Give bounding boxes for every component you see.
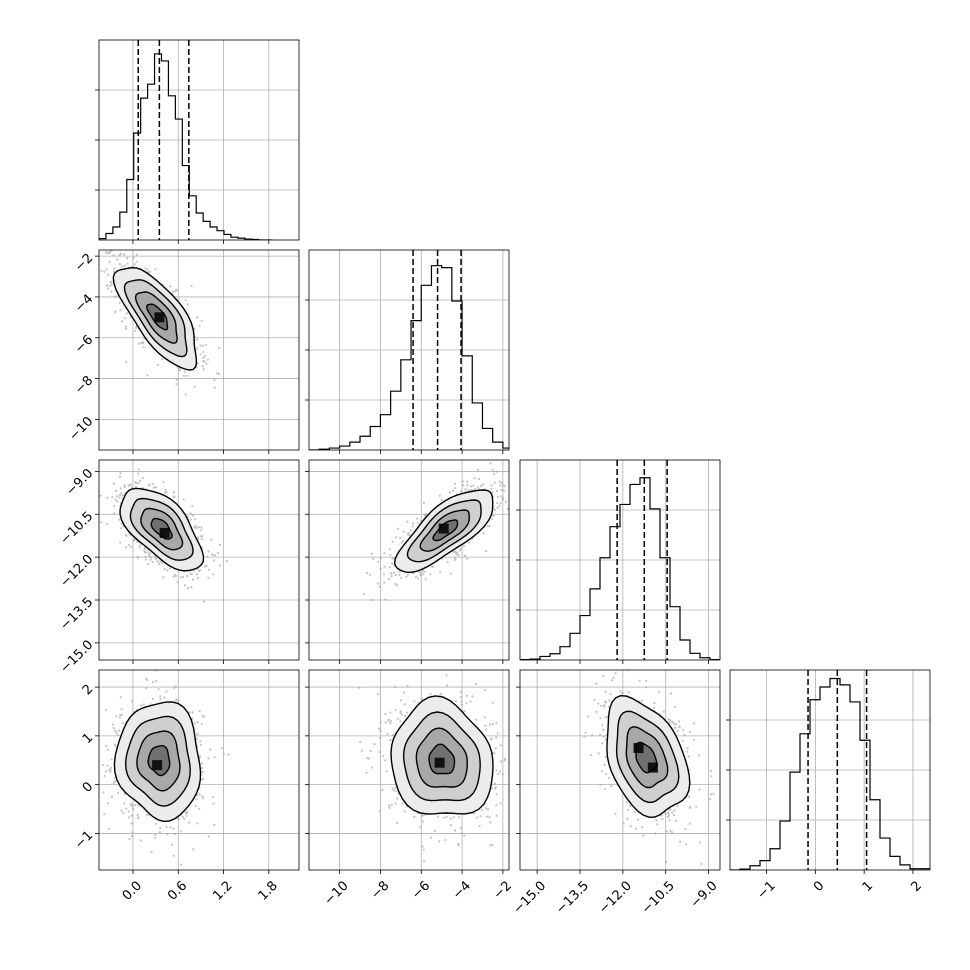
x-tick-label: −13.5 — [553, 878, 592, 917]
contour-line — [406, 499, 482, 563]
contour-line — [147, 745, 171, 777]
contour-line — [145, 303, 169, 331]
y-tick-label: −10.5 — [58, 509, 97, 548]
x-tick-label: 1 — [860, 878, 876, 894]
y-tick-label: −1 — [72, 828, 96, 852]
y-tick-label: 1 — [80, 731, 96, 747]
y-tick-label: −10 — [66, 414, 96, 444]
contour-line — [432, 519, 459, 542]
contour-line — [390, 695, 494, 815]
hist-panel-1 — [305, 249, 510, 451]
density-peak — [633, 743, 644, 754]
y-tick-label: −6 — [72, 332, 96, 356]
y-tick-label: −9.0 — [63, 466, 96, 499]
density-peak — [159, 527, 170, 538]
density-panel-2-0 — [98, 459, 300, 661]
y-tick-label: 0 — [80, 779, 96, 795]
panel-frame — [308, 459, 510, 661]
y-tick-label: −8 — [72, 373, 96, 397]
x-tick-label: −6 — [409, 878, 433, 902]
histogram-3 — [730, 677, 930, 870]
y-tick-label: −13.5 — [58, 595, 97, 634]
contour-line — [112, 266, 198, 371]
x-tick-label: 1.8 — [256, 878, 281, 903]
x-tick-label: −8 — [368, 878, 392, 902]
density-peak — [154, 312, 165, 323]
contour-line — [113, 701, 202, 823]
panel-frame — [98, 249, 300, 451]
hist-panel-3 — [726, 669, 931, 871]
panel-frame — [519, 669, 721, 871]
contour-line — [136, 730, 181, 792]
panel-frame — [519, 459, 721, 661]
x-tick-label: −2 — [491, 878, 515, 902]
panel-frame — [308, 249, 510, 451]
x-tick-label: 1.2 — [210, 878, 235, 903]
x-tick-label: −4 — [450, 878, 474, 902]
density-panel-3-0 — [98, 669, 300, 871]
density-peak — [647, 762, 658, 773]
density-panel-3-2 — [519, 669, 721, 871]
x-tick-label: −1 — [754, 878, 778, 902]
contour-line — [140, 507, 184, 551]
y-tick-label: −2 — [72, 251, 96, 275]
x-tick-label: −10.5 — [639, 878, 678, 917]
contour-line — [419, 509, 470, 552]
y-tick-label: 2 — [80, 682, 96, 698]
contour-line — [393, 489, 494, 574]
contour-line — [150, 517, 173, 540]
contour-line — [123, 279, 188, 358]
density-panel-3-1 — [308, 669, 510, 871]
histogram-1 — [309, 265, 509, 450]
x-tick-label: 0.6 — [165, 878, 190, 903]
density-peak — [152, 760, 163, 771]
x-tick-label: 2 — [909, 878, 925, 894]
panel-frame — [308, 669, 510, 871]
histogram-2 — [520, 477, 720, 660]
panel-frame — [98, 669, 300, 871]
x-tick-label: −15.0 — [510, 878, 549, 917]
y-tick-label: −4 — [72, 292, 96, 316]
density-panel-1-0 — [98, 249, 300, 451]
density-peak — [438, 523, 449, 534]
contour-line — [625, 726, 669, 789]
panel-frame — [98, 39, 300, 241]
hist-panel-2 — [516, 459, 721, 661]
contour-line — [119, 487, 205, 572]
contour-line — [428, 743, 456, 775]
hist-panel-0 — [95, 39, 300, 241]
contour-line — [635, 741, 658, 774]
x-tick-label: 0 — [811, 878, 827, 894]
x-tick-label: −9.0 — [688, 878, 721, 911]
contour-line — [615, 710, 680, 803]
contour-line — [606, 694, 691, 818]
x-tick-label: −10 — [322, 878, 352, 908]
density-peak — [434, 757, 445, 768]
contour-line — [415, 727, 469, 788]
panel-frame — [729, 669, 931, 871]
y-tick-label: −15.0 — [58, 638, 97, 677]
y-tick-label: −12.0 — [58, 552, 97, 591]
panel-frame — [98, 459, 300, 661]
contour-line — [402, 711, 481, 802]
contour-line — [134, 291, 178, 344]
contour-line — [124, 715, 191, 807]
contour-line — [129, 497, 194, 561]
histogram-0 — [99, 53, 273, 240]
x-tick-label: 0.0 — [120, 878, 145, 903]
density-panel-2-1 — [308, 459, 510, 661]
x-tick-label: −12.0 — [596, 878, 635, 917]
